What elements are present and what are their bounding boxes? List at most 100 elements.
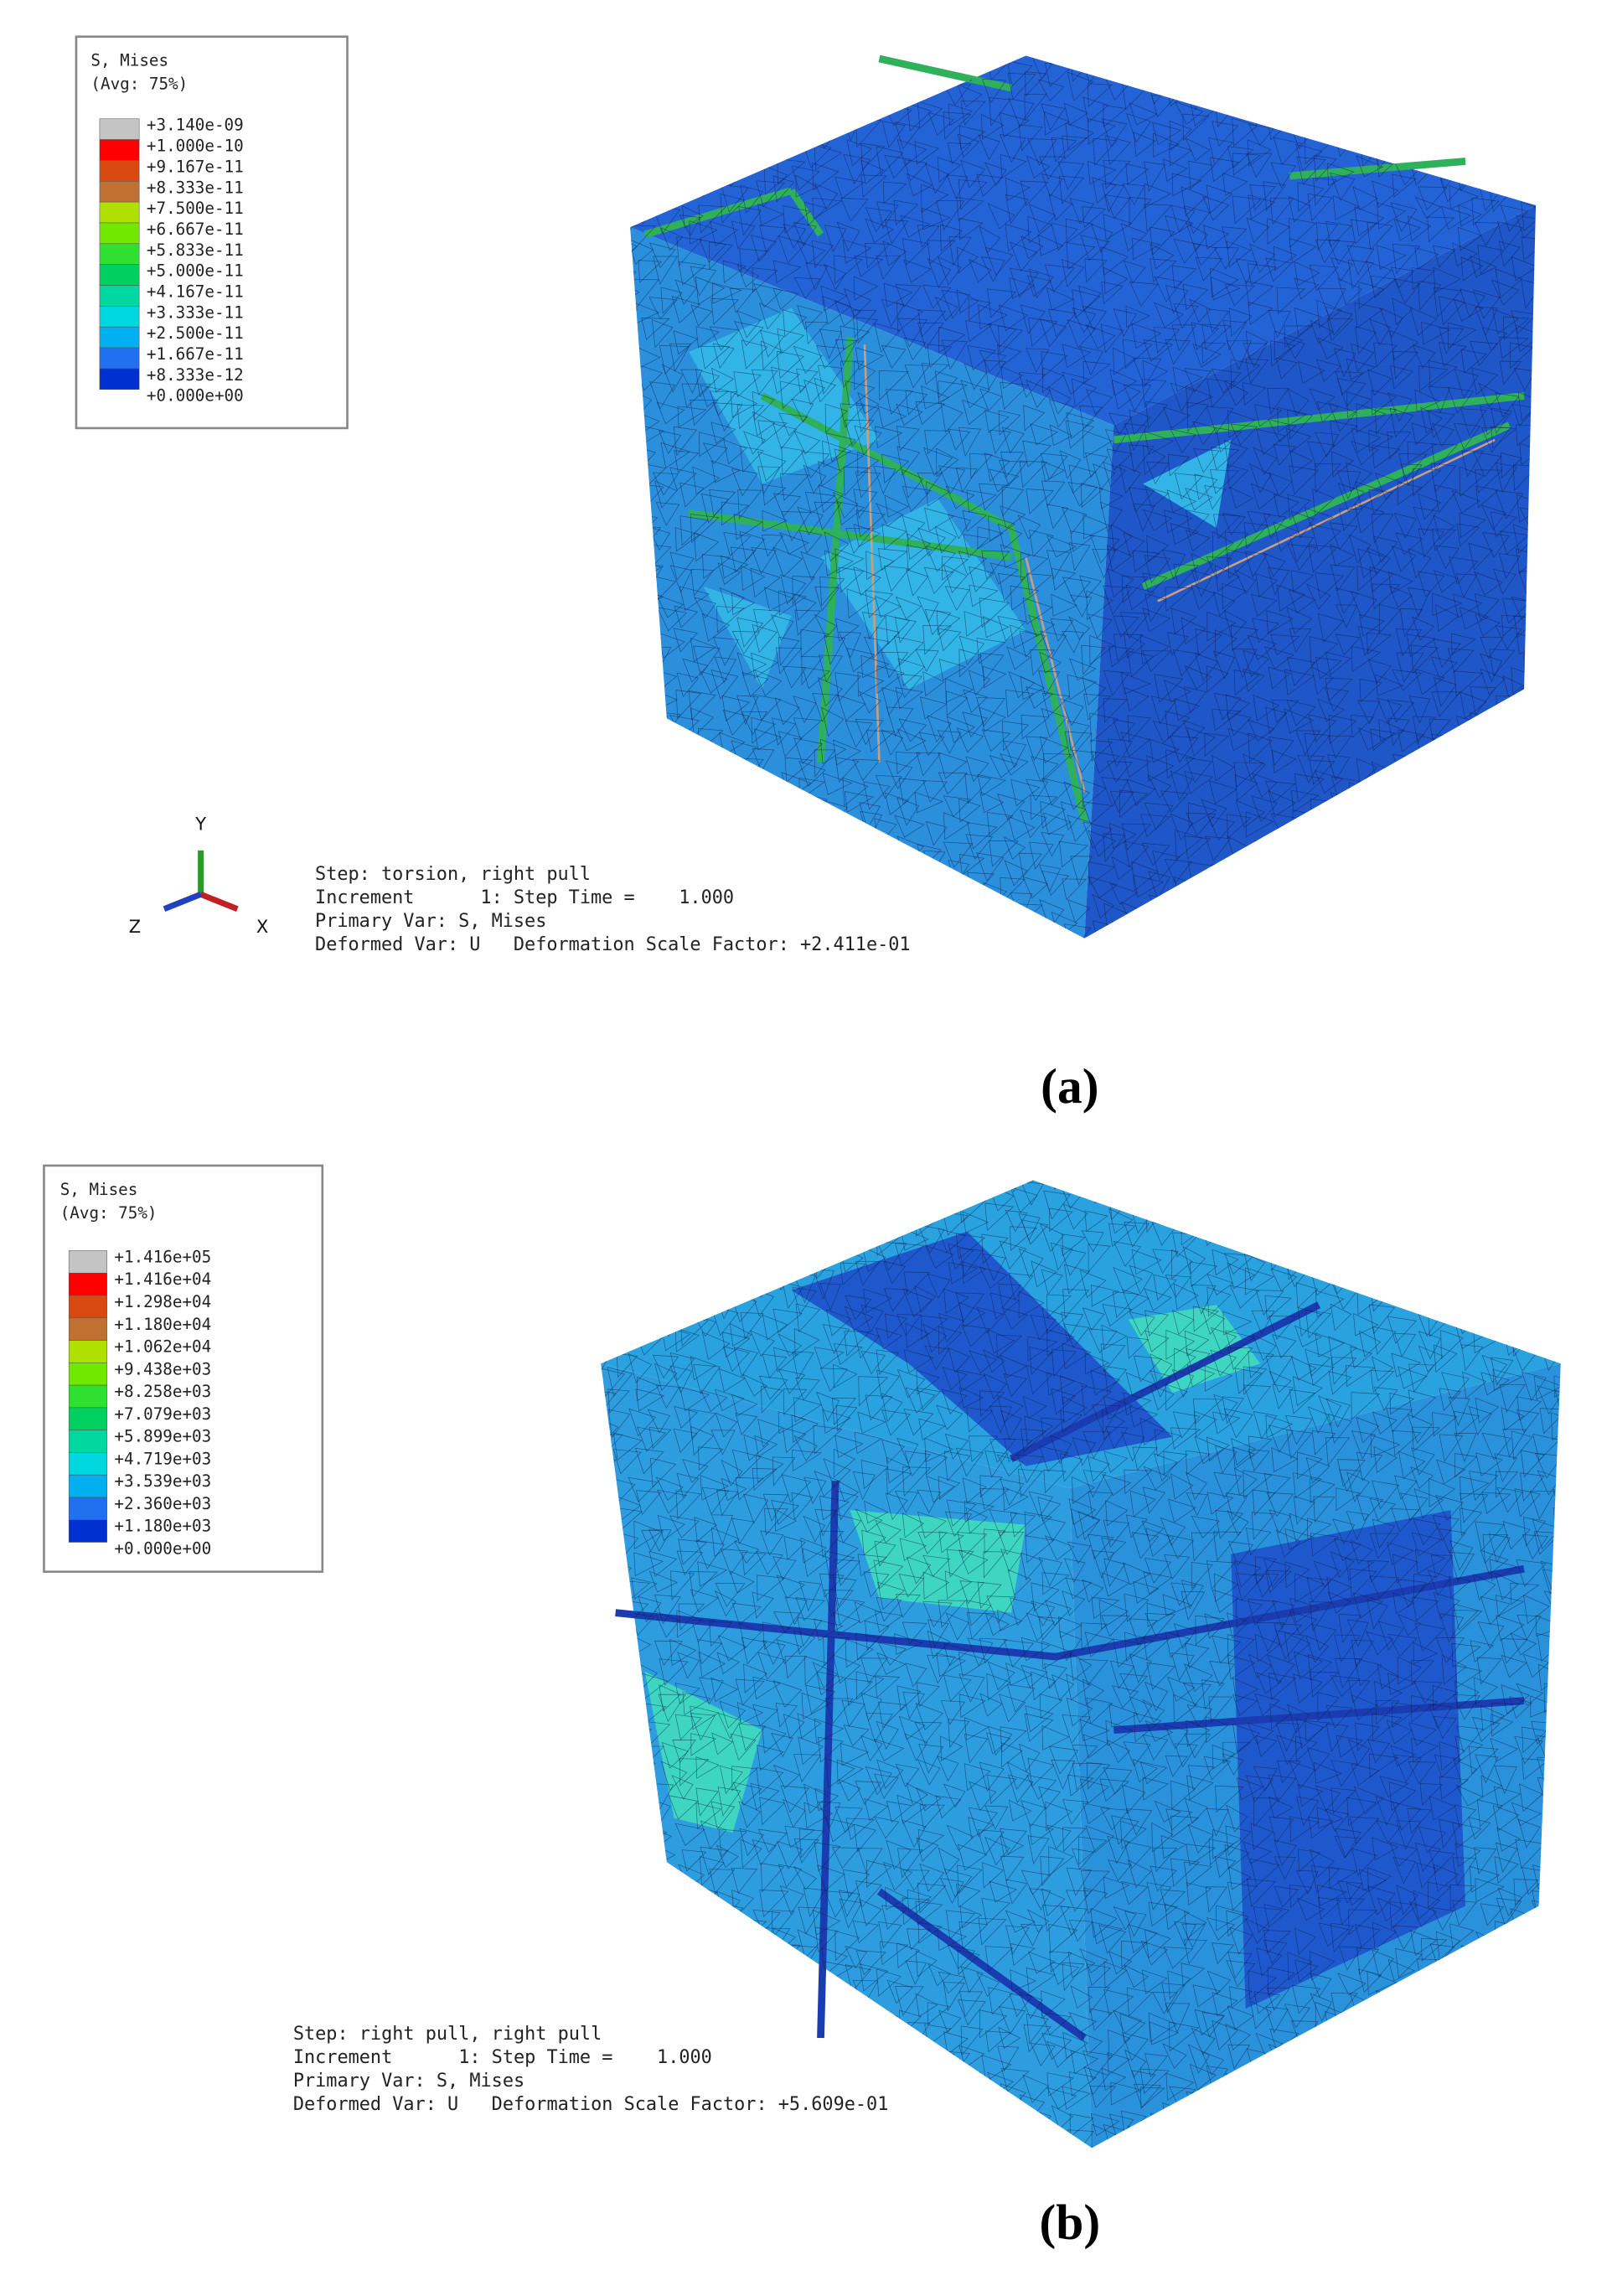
mesh-edge [772, 1764, 800, 1789]
mesh-edge [980, 2173, 1008, 2196]
mesh-edge [762, 1314, 788, 1341]
mesh-edge [927, 1630, 951, 1659]
mesh-edge [1325, 651, 1351, 676]
mesh-edge [1195, 628, 1222, 656]
mesh-edge [878, 1921, 902, 1949]
mesh-edge [689, 1571, 718, 1597]
mesh-edge [1010, 925, 1037, 939]
mesh-edge [741, 819, 767, 843]
mesh-edge [1511, 310, 1537, 334]
mesh-edge [1511, 1430, 1533, 1461]
mesh-edge [739, 1828, 764, 1856]
mesh-edge [1227, 2044, 1251, 2070]
mesh-edge [1478, 1310, 1506, 1338]
mesh-edge [959, 1906, 982, 1929]
mesh-edge [759, 1797, 785, 1826]
mesh-edge [1315, 76, 1339, 106]
mesh-edge [1245, 359, 1269, 385]
mesh-edge [1067, 319, 1097, 349]
mesh-edge [1024, 1713, 1054, 1742]
mesh-edge [1059, 698, 1084, 727]
mesh-edge [637, 737, 667, 761]
mesh-edge [1124, 2049, 1147, 2078]
mesh-edge [1354, 1657, 1383, 1687]
mesh-edge [1474, 840, 1503, 868]
mesh-edge [1470, 1865, 1501, 1893]
mesh-edge [797, 305, 824, 330]
mesh-edge [754, 1435, 778, 1457]
mesh-edge [1439, 779, 1466, 809]
mesh-edge [1455, 573, 1478, 598]
mesh-edge [1046, 2087, 1077, 2110]
mesh-edge [630, 432, 636, 456]
mesh-edge [1286, 699, 1316, 727]
mesh-edge [1451, 633, 1476, 655]
mesh-edge [1557, 1473, 1561, 1504]
mesh-edge [601, 1451, 617, 1482]
mesh-edge [917, 1489, 942, 1513]
mesh-edge [916, 922, 940, 939]
mesh-edge [1519, 1783, 1543, 1812]
mesh-edge [1181, 1580, 1204, 1610]
mesh-edge [1305, 840, 1334, 867]
mesh-edge [1553, 597, 1576, 623]
mesh-edge [1212, 77, 1235, 108]
mesh-edge [1067, 481, 1098, 507]
mesh-edge [834, 2028, 865, 2054]
mesh-edge [1253, 1991, 1281, 2014]
mesh-edge [762, 1621, 791, 1651]
mesh-edge [716, 1652, 741, 1674]
mesh-edge [617, 2147, 646, 2149]
mesh-edge [1396, 1885, 1418, 1916]
mesh-edge [798, 1828, 824, 1859]
mesh-edge [1201, 1307, 1225, 1335]
mesh-edge [1418, 280, 1442, 311]
mesh-edge [1454, 1735, 1484, 1762]
mesh-edge [1000, 1409, 1022, 1440]
mesh-edge [1050, 1435, 1072, 1465]
mesh-edge [1305, 55, 1333, 76]
mesh-edge [906, 1185, 932, 1210]
mesh-edge [1059, 1631, 1082, 1662]
mesh-edge [1347, 259, 1375, 290]
mesh-edge [1512, 694, 1537, 724]
mesh-edge [1229, 1926, 1253, 1955]
mesh-edge [938, 1228, 967, 1254]
mesh-edge [735, 1477, 764, 1501]
mesh-edge [700, 385, 730, 408]
mesh-edge [1284, 1414, 1313, 1445]
mesh-edge [783, 308, 808, 338]
mesh-edge [1232, 1724, 1261, 1753]
mesh-edge [648, 1528, 672, 1552]
mesh-edge [587, 63, 613, 90]
mesh-edge [649, 242, 676, 269]
mesh-edge [614, 1900, 643, 1930]
mesh-edge [798, 1580, 822, 1611]
mesh-edge [803, 1476, 827, 1505]
mesh-edge [731, 1766, 758, 1792]
mesh-edge [983, 1253, 1006, 1281]
mesh-edge [1435, 1495, 1464, 1521]
mesh-edge [792, 873, 816, 902]
mesh-edge [865, 876, 892, 905]
mesh-edge [677, 406, 707, 428]
mesh-edge [1558, 959, 1584, 982]
mesh-edge [1134, 2083, 1161, 2108]
mesh-edge [1186, 1185, 1215, 1216]
mesh-edge [1009, 624, 1039, 649]
mesh-edge [1387, 717, 1410, 747]
mesh-edge [836, 1480, 860, 1502]
mesh-edge [958, 1301, 986, 1328]
mesh-edge [1416, 799, 1442, 828]
mesh-edge [845, 528, 875, 555]
mesh-edge [1041, 460, 1065, 482]
mesh-edge [1065, 122, 1095, 152]
mesh-edge [1307, 1518, 1332, 1539]
mesh-edge [797, 506, 824, 535]
mesh-edge [1454, 55, 1481, 75]
mesh-edge [1513, 368, 1537, 391]
mesh-edge [601, 1960, 624, 1982]
mesh-edge [1268, 419, 1297, 442]
mesh-edge [1183, 1861, 1213, 1887]
mesh-edge [1475, 2125, 1499, 2149]
